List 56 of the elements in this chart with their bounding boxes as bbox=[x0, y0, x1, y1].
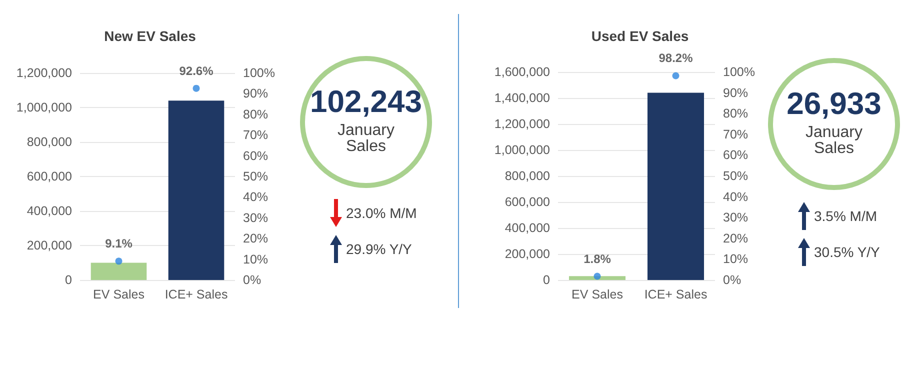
y2-tick-label: 70% bbox=[723, 127, 748, 142]
y2-tick-label: 90% bbox=[723, 86, 748, 100]
y-tick-label: 800,000 bbox=[504, 169, 550, 183]
data-label: 92.6% bbox=[179, 64, 214, 78]
y2-tick-label: 20% bbox=[243, 232, 268, 246]
y-tick-label: 1,400,000 bbox=[494, 91, 550, 105]
y-tick-label: 400,000 bbox=[504, 221, 550, 235]
x-tick-label: ICE+ Sales bbox=[644, 288, 708, 302]
text: 30.5% Y/Y bbox=[814, 244, 880, 260]
text: 23.0% M/M bbox=[346, 205, 417, 221]
y-tick-label: 0 bbox=[543, 273, 550, 287]
y2-tick-label: 30% bbox=[723, 210, 748, 225]
y-tick-label: 200,000 bbox=[26, 238, 72, 252]
y-tick-label: 800,000 bbox=[26, 135, 72, 149]
y2-tick-label: 60% bbox=[723, 148, 748, 162]
y2-tick-label: 80% bbox=[723, 106, 748, 121]
y-tick-label: 600,000 bbox=[26, 170, 72, 184]
y2-tick-label: 10% bbox=[243, 252, 268, 266]
y-tick-label: 1,600,000 bbox=[494, 65, 550, 79]
y-tick-label: 600,000 bbox=[504, 195, 550, 209]
y2-tick-label: 40% bbox=[243, 190, 268, 204]
y2-tick-label: 70% bbox=[243, 128, 268, 142]
y2-tick-label: 90% bbox=[243, 86, 268, 101]
y2-tick-label: 20% bbox=[723, 231, 748, 246]
x-tick-label: EV Sales bbox=[93, 288, 144, 302]
y2-tick-label: 100% bbox=[243, 66, 275, 80]
y-tick-label: 1,200,000 bbox=[494, 117, 550, 131]
text: 102,243 bbox=[308, 84, 424, 120]
text: January Sales bbox=[336, 122, 396, 155]
y-tick-label: 1,000,000 bbox=[16, 100, 72, 114]
data-label: 98.2% bbox=[658, 51, 694, 66]
chart-title: Used EV Sales bbox=[591, 28, 689, 44]
text: 3.5% M/M bbox=[814, 208, 878, 224]
y2-tick-label: 30% bbox=[243, 210, 268, 225]
y-tick-label: 1,200,000 bbox=[16, 66, 72, 80]
y2-tick-label: 40% bbox=[723, 190, 748, 204]
x-tick-label: EV Sales bbox=[572, 288, 623, 302]
y2-tick-label: 60% bbox=[243, 148, 268, 163]
y2-tick-label: 50% bbox=[723, 169, 748, 183]
data-label: 9.1% bbox=[105, 236, 133, 251]
y2-tick-label: 0% bbox=[723, 273, 742, 287]
y-tick-label: 400,000 bbox=[26, 204, 72, 218]
text: 26,933 bbox=[786, 86, 882, 122]
data-label: 1.8% bbox=[584, 252, 612, 266]
y-tick-label: 1,000,000 bbox=[494, 143, 550, 157]
y2-tick-label: 10% bbox=[723, 252, 748, 266]
chart-title: New EV Sales bbox=[104, 28, 196, 44]
y2-tick-label: 0% bbox=[243, 273, 262, 287]
y-tick-label: 0 bbox=[65, 273, 72, 287]
y2-tick-label: 100% bbox=[723, 65, 755, 79]
y2-tick-label: 50% bbox=[243, 170, 268, 184]
text: January Sales bbox=[804, 124, 864, 157]
y-tick-label: 200,000 bbox=[504, 247, 550, 261]
text: 29.9% Y/Y bbox=[346, 241, 412, 257]
y2-tick-label: 80% bbox=[243, 107, 268, 122]
x-tick-label: ICE+ Sales bbox=[164, 288, 228, 302]
